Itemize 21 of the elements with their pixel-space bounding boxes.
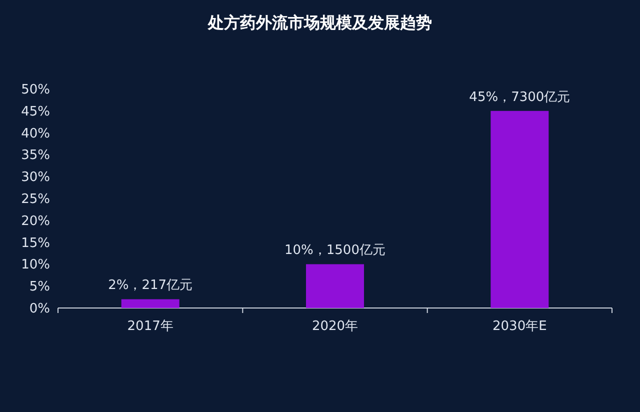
y-tick-label: 30% [21,170,50,186]
y-tick-label: 50% [21,82,50,98]
y-tick-label: 40% [21,126,50,142]
bar [121,299,180,308]
bar [490,110,549,308]
y-tick-label: 20% [21,214,50,229]
data-label: 10%，1500亿元 [284,243,386,258]
bar [306,264,364,308]
data-label: 2%，217亿元 [108,278,193,294]
y-tick-label: 35% [21,148,50,164]
chart-title: 处方药外流市场规模及发展趋势 [207,13,432,32]
data-label: 45%，7300亿元 [469,90,570,105]
y-tick-label: 5% [29,280,50,295]
y-tick-label: 0% [29,302,50,316]
y-tick-label: 45% [21,104,50,120]
x-tick-label: 2017年 [127,319,174,334]
y-tick-label: 25% [21,192,50,207]
y-tick-label: 15% [21,236,50,251]
x-tick-label: 2030年E [492,319,547,334]
y-tick-label: 10% [21,258,50,273]
x-tick-label: 2020年 [312,319,358,334]
